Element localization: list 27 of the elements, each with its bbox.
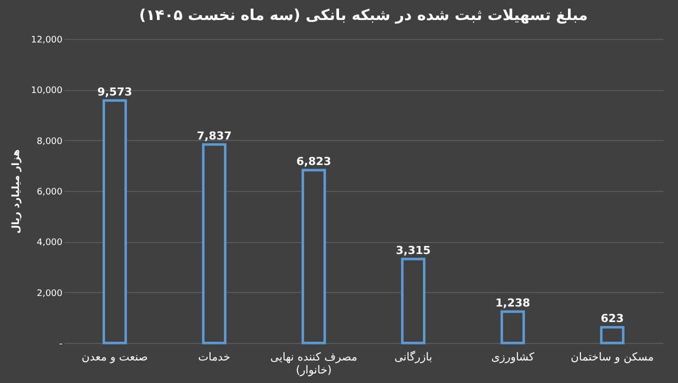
chart-title: مبلغ تسهیلات ثبت شده در شبکه بانکی (سه ماه نخست ۱۴۰۵) [139,6,588,24]
x-tick-label: خدمات [198,350,230,364]
bar [600,326,624,344]
x-tick-label: کشاورزی [491,350,535,364]
y-tick-label: 4,000 [36,238,63,248]
bar [202,143,226,344]
bar [302,168,326,344]
data-label: 3,315 [396,244,431,258]
data-label: 6,823 [296,155,332,168]
bar [102,99,127,344]
y-tick-label: 2,000 [36,288,63,299]
data-label: 1,238 [495,296,530,310]
y-tick-label: 8,000 [36,136,63,147]
y-tick-label: 10,000 [31,86,63,96]
y-tick-label: - [59,340,62,350]
y-axis-title: هزار میلیارد ریال [11,149,22,234]
x-tick-label: بازرگانی [394,350,432,364]
y-tick-label: 12,000 [31,36,63,46]
x-tick-label: صنعت و معدن [82,350,148,364]
data-label: 7,837 [196,129,232,142]
bar [401,258,426,344]
y-tick-label: 6,000 [36,188,63,198]
x-tick-label: مسکن و ساختمان [570,350,654,364]
data-label: 9,573 [97,85,132,98]
bar [500,310,525,344]
x-tick-label: مصرف کننده نهایی (خانوار) [270,350,358,376]
data-label: 623 [600,312,624,326]
